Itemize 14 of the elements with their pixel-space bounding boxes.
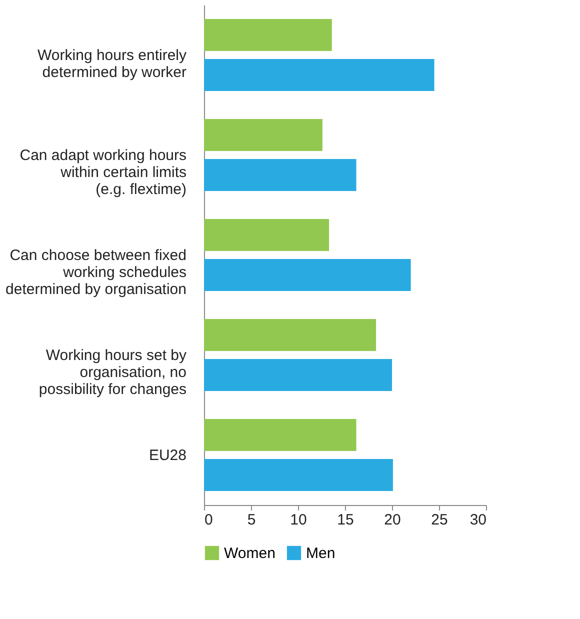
y-tick-label: EU28 xyxy=(148,447,186,464)
x-tick-label: 15 xyxy=(337,512,354,528)
x-tick-label: 0 xyxy=(204,512,213,528)
x-tick-label: 10 xyxy=(290,512,307,528)
y-tick-label: Can choose between fixed working schedules determined by organisation xyxy=(6,247,186,298)
legend-label: Men xyxy=(306,545,336,562)
x-tick-label: 5 xyxy=(247,512,256,528)
x-tick-label: 30 xyxy=(470,512,486,528)
y-tick-label: Working hours entirely determined by worker xyxy=(38,47,187,81)
y-tick-label: Working hours set by organisation, no possibility for changes xyxy=(38,347,187,398)
y-tick-label: Can adapt working hours within certain limits (e.g. flextime) xyxy=(20,147,186,198)
legend-label: Women xyxy=(224,545,276,562)
x-tick-label: 25 xyxy=(431,512,448,528)
x-tick-label: 20 xyxy=(384,512,401,528)
